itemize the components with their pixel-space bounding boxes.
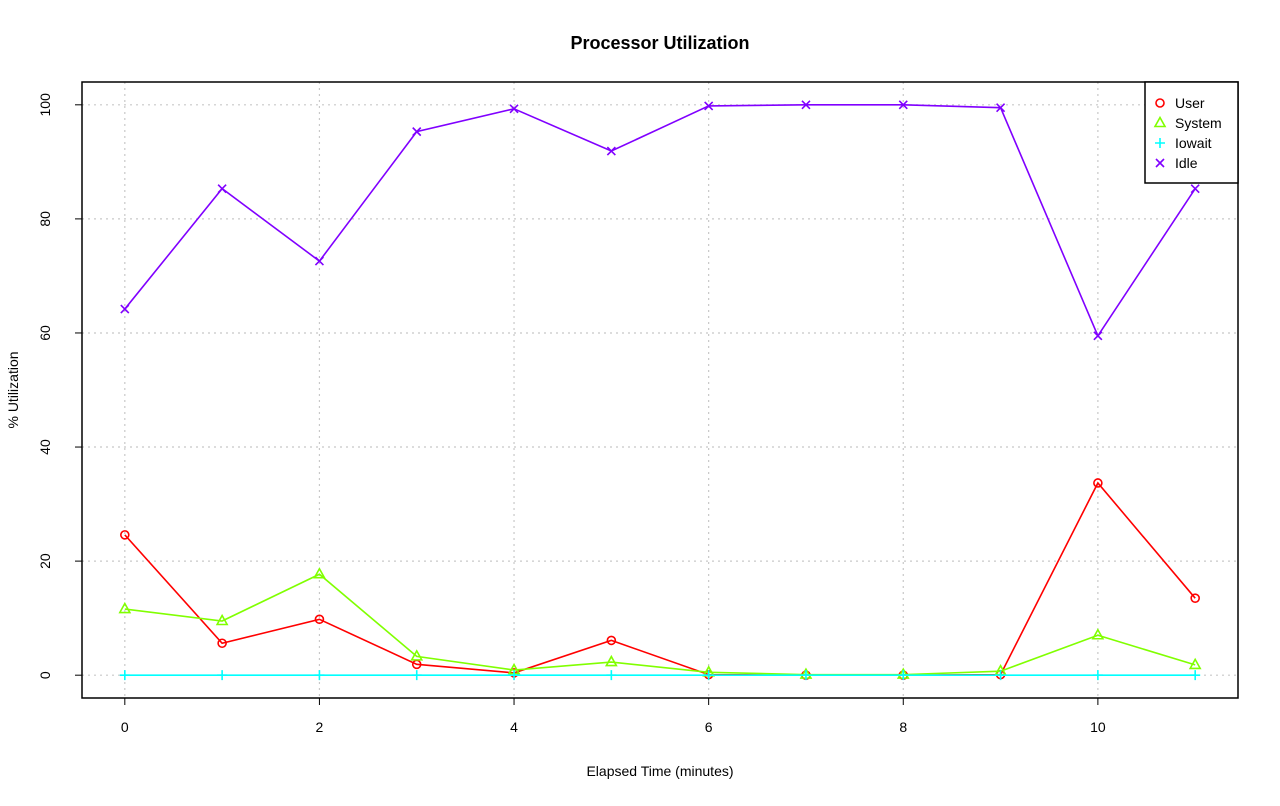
data-point-user <box>1190 593 1200 603</box>
data-point-idle <box>509 104 519 114</box>
y-tick-label: 40 <box>37 439 53 455</box>
y-tick-label: 20 <box>37 553 53 569</box>
data-point-idle <box>412 127 422 137</box>
data-point-system <box>1091 628 1105 640</box>
data-point-user <box>1093 478 1103 488</box>
legend: User System Iowait Idle <box>1144 81 1239 184</box>
x-tick-label: 8 <box>899 719 907 735</box>
legend-label: User <box>1175 95 1205 111</box>
data-point-system <box>1188 657 1202 670</box>
legend-label: Iowait <box>1175 135 1212 151</box>
data-point-idle <box>606 146 616 156</box>
data-point-idle <box>217 184 227 194</box>
data-point-user <box>606 635 617 646</box>
x-tick-label: 2 <box>316 719 324 735</box>
y-tick-label: 0 <box>37 671 53 679</box>
data-point-system <box>118 601 132 614</box>
data-point-idle <box>898 100 908 110</box>
data-point-idle <box>120 304 130 314</box>
legend-marker-system <box>1153 115 1167 128</box>
data-point-idle <box>314 256 324 266</box>
x-axis-label: Elapsed Time (minutes) <box>586 763 733 779</box>
data-point-idle <box>801 100 811 110</box>
data-point-system <box>215 613 229 626</box>
x-tick-label: 4 <box>510 719 518 735</box>
chart-title: Processor Utilization <box>570 33 749 53</box>
data-point-iowait <box>800 670 811 681</box>
data-point-iowait <box>703 670 714 681</box>
data-point-idle <box>1093 331 1103 341</box>
y-tick-label: 100 <box>37 93 53 117</box>
data-point-user <box>217 638 227 649</box>
y-tick-label: 80 <box>37 211 53 227</box>
legend-marker-idle <box>1155 158 1165 168</box>
x-tick-label: 0 <box>121 719 129 735</box>
data-point-idle <box>1190 184 1200 194</box>
series-line-system <box>124 573 1196 676</box>
legend-marker-user <box>1155 98 1165 108</box>
data-point-iowait <box>509 670 520 681</box>
legend-label: Idle <box>1175 155 1198 171</box>
legend-marker-iowait <box>1155 138 1165 148</box>
legend-label: System <box>1175 115 1222 131</box>
series-group <box>118 100 1202 681</box>
data-point-iowait <box>411 670 422 681</box>
y-axis-label: % Utilization <box>5 351 21 428</box>
data-point-iowait <box>898 670 909 681</box>
series-line-idle <box>124 104 1196 338</box>
data-point-iowait <box>1190 670 1201 681</box>
data-point-user <box>120 530 130 540</box>
data-point-system <box>604 654 618 667</box>
x-tick-label: 6 <box>705 719 713 735</box>
data-point-iowait <box>606 670 617 681</box>
y-tick-label: 60 <box>37 325 53 341</box>
plot-frame <box>81 81 1239 699</box>
data-point-iowait <box>995 670 1006 681</box>
data-point-system <box>410 649 424 661</box>
x-tick-label: 10 <box>1090 719 1106 735</box>
data-point-user <box>314 614 325 625</box>
data-point-iowait <box>1092 670 1103 681</box>
data-point-iowait <box>314 670 325 681</box>
data-point-idle <box>704 101 714 111</box>
data-point-idle <box>996 103 1006 113</box>
data-point-iowait <box>119 670 130 681</box>
data-point-iowait <box>217 670 228 681</box>
series-line-user <box>124 481 1196 676</box>
data-point-system <box>313 567 326 579</box>
